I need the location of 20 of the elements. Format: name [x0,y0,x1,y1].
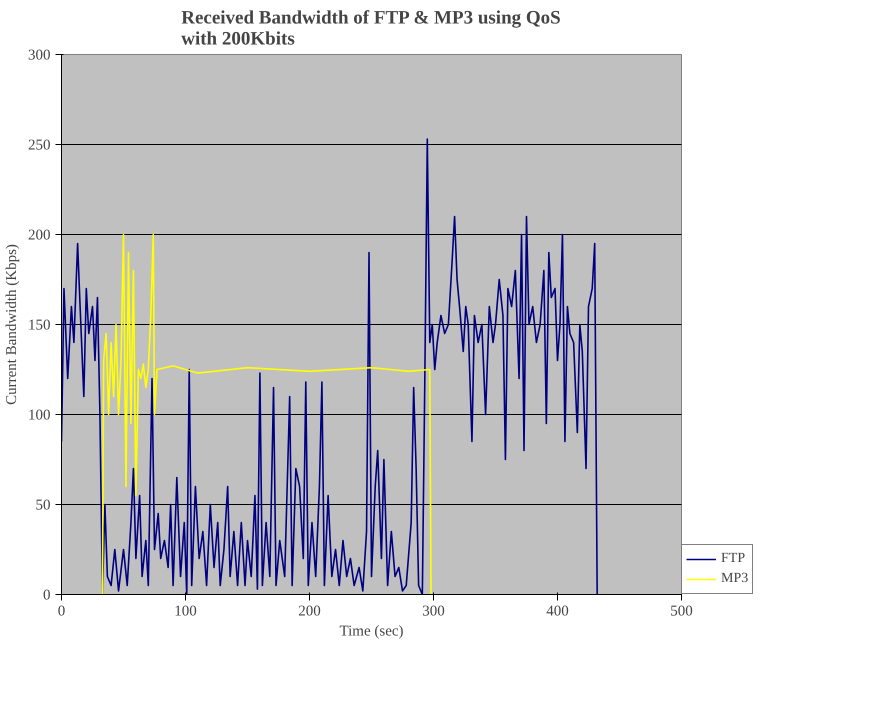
y-tick-label: 300 [28,48,50,64]
x-tick-label: 0 [58,604,66,620]
legend-label: FTP [721,551,746,567]
x-tick-label: 500 [670,604,693,620]
chart-title: Received Bandwidth of FTP & MP3 using QoS with 200Kbits [181,8,561,50]
x-tick-label: 300 [422,604,445,620]
y-tick-label: 50 [36,498,50,514]
x-axis-title: Time (sec) [339,624,404,640]
x-tick-label: 100 [174,604,197,620]
x-tick-label: 400 [546,604,569,620]
y-tick-label: 0 [43,588,50,604]
y-axis-title: Current Bandwidth (Kbps) [4,244,20,405]
legend-label: MP3 [721,571,748,587]
y-tick-label: 250 [28,138,50,154]
y-tick-label: 200 [28,228,50,244]
y-tick-label: 150 [28,318,50,334]
x-tick-label: 200 [298,604,321,620]
y-tick-label: 100 [28,408,50,424]
line-series [62,138,598,594]
line-series [102,234,432,594]
